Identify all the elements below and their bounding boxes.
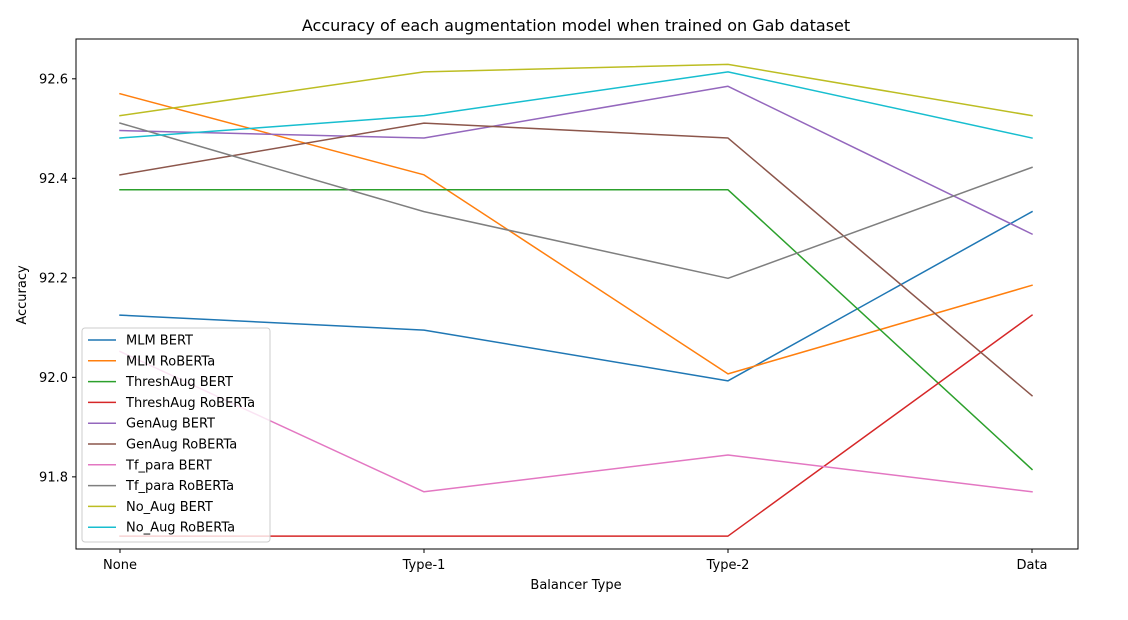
series-line-no-aug-roberta [119, 71, 1033, 139]
series-line-threshaug-roberta [119, 314, 1034, 537]
series-line-threshaug-bert [119, 189, 1034, 471]
y-tick-label: 92.6 [39, 72, 68, 87]
plot-area [119, 63, 1034, 537]
legend-label-genaug-roberta: GenAug RoBERTa [126, 438, 237, 453]
y-axis-label: Accuracy [15, 265, 30, 325]
legend-label-no-aug-bert: No_Aug BERT [126, 500, 213, 515]
legend-label-threshaug-roberta: ThreshAug RoBERTa [125, 396, 255, 411]
series-line-mlm-bert [119, 210, 1034, 382]
y-tick-label: 92.4 [39, 172, 68, 187]
legend-label-threshaug-bert: ThreshAug BERT [125, 375, 233, 390]
y-axis: 91.8 92.0 92.2 92.4 92.6 [39, 72, 76, 485]
legend-label-mlm-roberta: MLM RoBERTa [126, 354, 215, 369]
y-tick-label: 91.8 [39, 470, 68, 485]
chart-title: Accuracy of each augmentation model when… [302, 16, 850, 35]
legend-label-no-aug-roberta: No_Aug RoBERTa [126, 521, 235, 536]
x-tick-label: Type-1 [402, 558, 446, 573]
legend: MLM BERT MLM RoBERTa ThreshAug BERT ThreshA… [81, 327, 271, 543]
series-line-no-aug-bert [119, 63, 1033, 117]
x-tick-label: Type-2 [706, 558, 750, 573]
legend-label-genaug-bert: GenAug BERT [126, 417, 215, 432]
series-line-genaug-roberta [119, 122, 1034, 397]
x-tick-label: None [103, 558, 137, 573]
legend-label-tf-para-roberta: Tf_para RoBERTa [125, 479, 234, 494]
series-line-genaug-bert [119, 85, 1034, 236]
x-axis: None Type-1 Type-2 Data [103, 549, 1048, 573]
legend-box [81, 327, 271, 543]
series-line-tf-para-roberta [119, 122, 1033, 280]
y-tick-label: 92.0 [39, 371, 68, 386]
legend-label-tf-para-bert: Tf_para BERT [125, 458, 212, 473]
series-line-tf-para-bert [119, 350, 1033, 493]
plot-frame [75, 38, 1079, 550]
x-tick-label: Data [1016, 558, 1047, 573]
x-axis-label: Balancer Type [530, 578, 621, 593]
y-tick-label: 92.2 [39, 271, 68, 286]
legend-label-mlm-bert: MLM BERT [126, 334, 193, 349]
